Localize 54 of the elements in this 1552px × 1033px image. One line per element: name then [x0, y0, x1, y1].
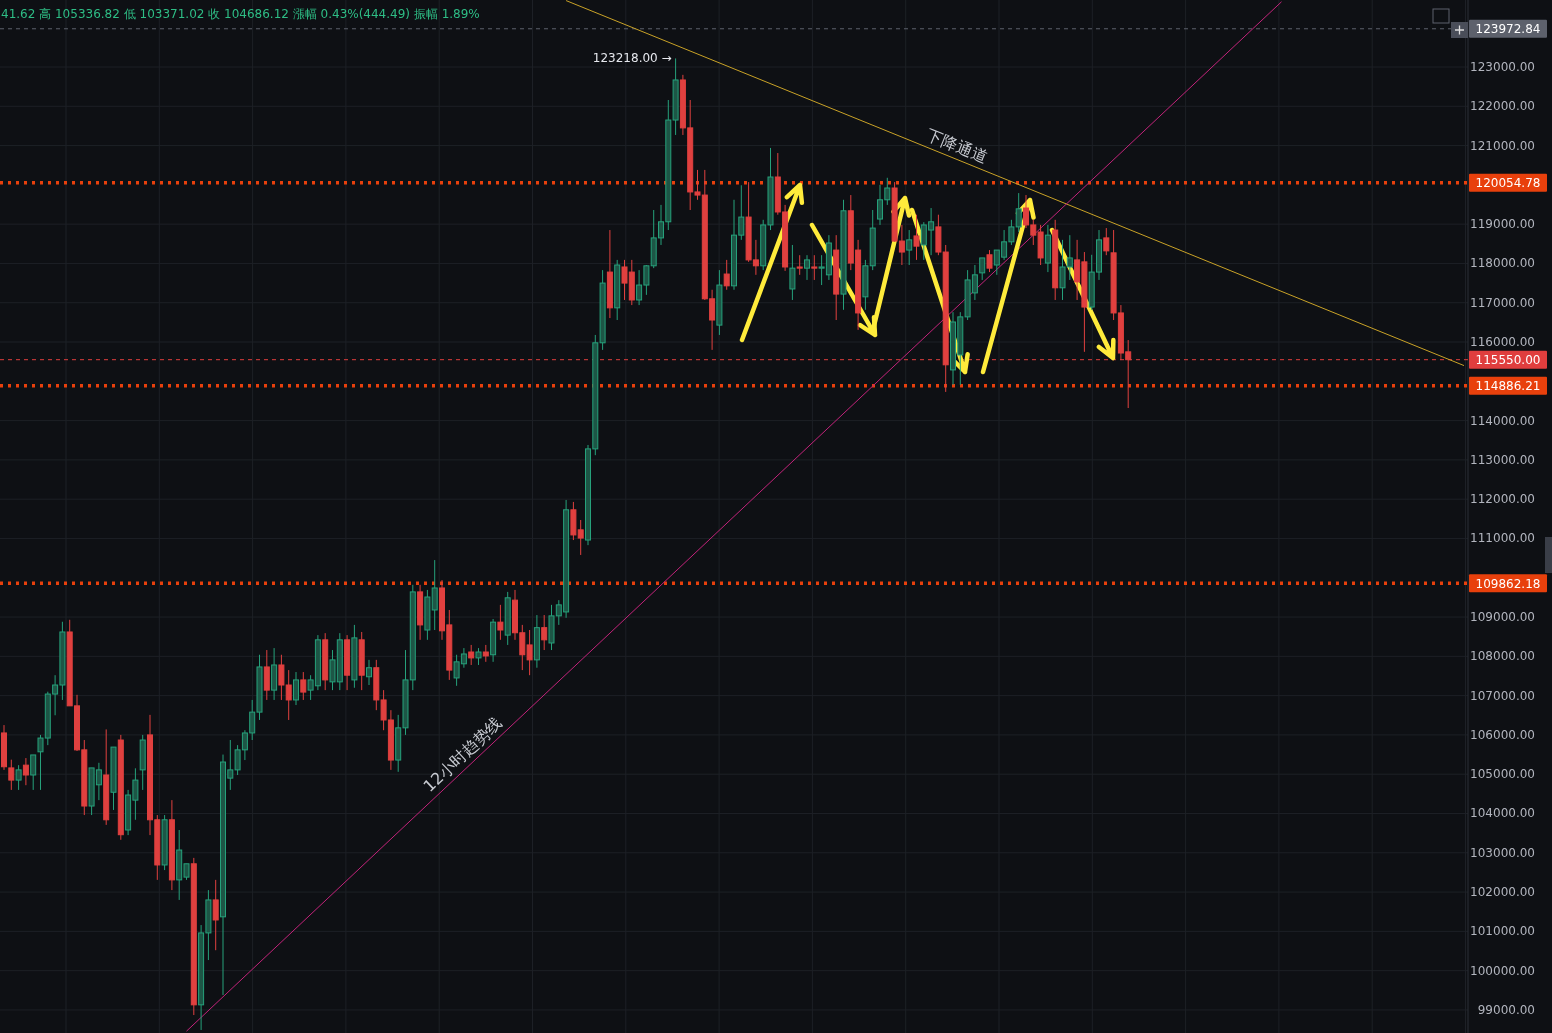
candlestick: [789, 244, 796, 301]
y-tick-label: 123000.00: [1470, 59, 1535, 74]
candlestick: [30, 754, 37, 791]
candlestick: [906, 229, 913, 266]
candlestick: [979, 257, 986, 281]
ref-line-label: 120054.78: [1475, 176, 1541, 191]
annotation: 123218.00 →: [592, 51, 672, 66]
candlestick: [366, 659, 372, 686]
candlestick: [468, 644, 475, 666]
y-tick-label: 103000.00: [1470, 845, 1535, 860]
y-tick-label: 109000.00: [1470, 610, 1535, 625]
y-tick-label: 112000.00: [1470, 492, 1535, 507]
y-tick-label: 117000.00: [1470, 295, 1535, 310]
y-tick-label: 118000.00: [1470, 256, 1535, 271]
annotation: 41.62 高 105336.82 低 103371.02 收 104686.12 漲幅 0.43%(444.49) 振幅 1.89%: [1, 7, 480, 21]
y-tick-label: 101000.00: [1470, 924, 1535, 939]
candlestick: [804, 254, 810, 281]
candlestick: [263, 649, 270, 701]
candlestick: [811, 254, 818, 281]
y-tick-label: 100000.00: [1470, 963, 1535, 978]
ref-line: 109862.18: [0, 574, 1547, 593]
y-tick-label: 107000.00: [1470, 688, 1535, 703]
y-tick-label: 116000.00: [1470, 335, 1535, 350]
candlestick: [541, 614, 548, 651]
y-tick-label: 121000.00: [1470, 138, 1535, 153]
y-tick-label: 105000.00: [1470, 767, 1535, 782]
y-tick-label: 113000.00: [1470, 452, 1535, 467]
y-tick-label: 108000.00: [1470, 649, 1535, 664]
y-tick-label: 99000.00: [1477, 1002, 1535, 1017]
ref-line-label: 114886.21: [1475, 379, 1541, 394]
ref-line-label: 109862.18: [1475, 576, 1541, 591]
ref-line-label: 123972.84: [1475, 22, 1541, 37]
y-tick-label: 102000.00: [1470, 885, 1535, 900]
candlestick: [986, 249, 993, 273]
candlestick: [497, 604, 504, 641]
candlestick: [796, 254, 803, 276]
ref-line-label: 115550.00: [1475, 353, 1541, 368]
candlestick: [22, 757, 29, 786]
y-tick-label: 104000.00: [1470, 806, 1535, 821]
ref-line: 114886.21: [0, 376, 1547, 395]
candlestick: [15, 764, 22, 791]
candlestick: [913, 214, 920, 261]
y-tick-label: 119000.00: [1470, 217, 1535, 232]
text: 12小时趋势线: [419, 713, 506, 796]
candlestick: [1103, 227, 1110, 256]
y-tick-label: 114000.00: [1470, 413, 1535, 428]
candlestick: [723, 259, 730, 291]
candlestick: [293, 671, 299, 706]
y-tick-label: 106000.00: [1470, 727, 1535, 742]
y-tick-label: 122000.00: [1470, 99, 1535, 114]
candlestick: [8, 759, 15, 791]
candlestick: [300, 671, 307, 701]
y-tick-label: 111000.00: [1470, 531, 1535, 546]
candlestick: [212, 879, 219, 951]
